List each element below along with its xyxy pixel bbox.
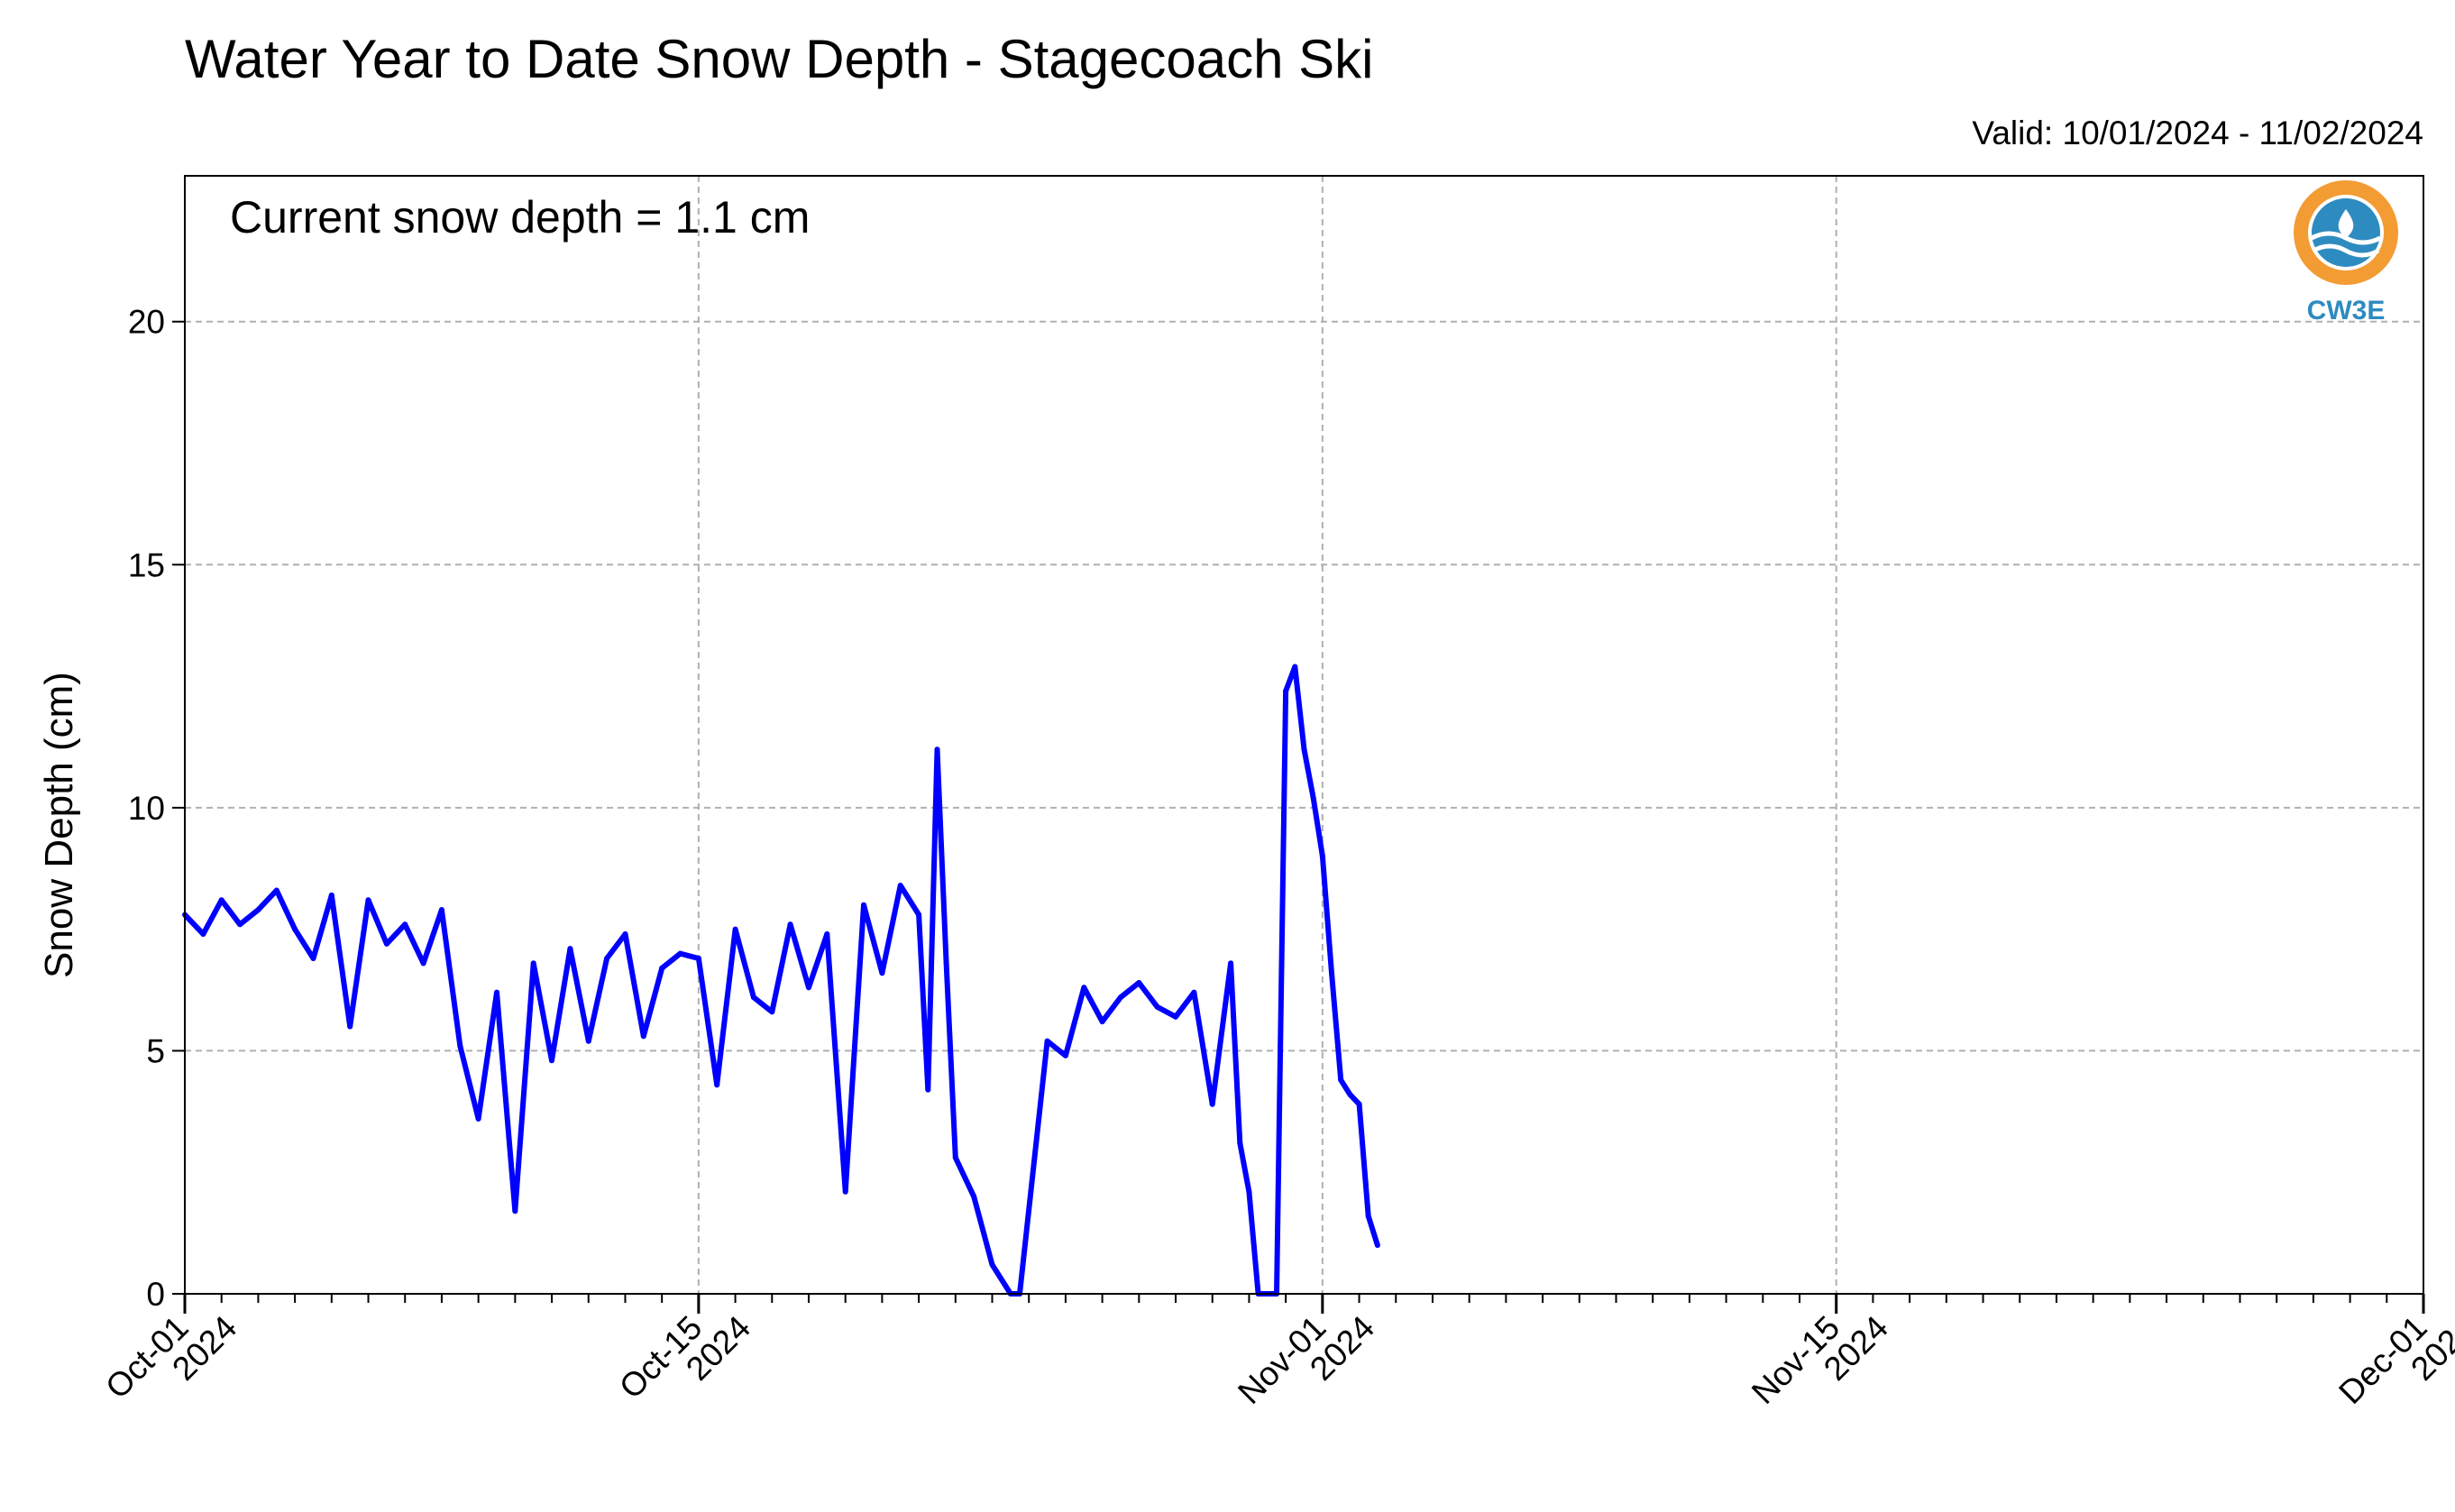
series-point: [1283, 688, 1289, 694]
series-point: [659, 965, 665, 971]
series-point: [989, 1261, 995, 1268]
series-point: [925, 1086, 931, 1093]
logo-ring-icon: [2294, 180, 2398, 285]
series-point: [1356, 1101, 1362, 1107]
series-point: [1329, 970, 1334, 976]
series-point: [1209, 1101, 1215, 1107]
series-point: [475, 1115, 481, 1122]
series-point: [1301, 747, 1307, 753]
series-point: [1118, 994, 1123, 1001]
series-point: [347, 1023, 353, 1030]
series-point: [934, 747, 940, 753]
series-point: [273, 887, 279, 893]
valid-range-label: Valid: 10/01/2024 - 11/02/2024: [1972, 115, 2423, 151]
series-point: [1292, 664, 1298, 670]
series-point: [1044, 1038, 1050, 1044]
series-point: [1347, 1092, 1353, 1097]
series-point: [732, 926, 738, 932]
series-point: [1191, 989, 1197, 995]
y-tick-label: 10: [128, 790, 165, 827]
chart-title: Water Year to Date Snow Depth - Stagecoa…: [185, 29, 1374, 89]
logo-wave2-icon: [2312, 243, 2380, 258]
series-point: [1374, 1242, 1380, 1249]
series-line: [182, 664, 1380, 1297]
series-point: [237, 921, 243, 928]
series-point: [383, 940, 389, 947]
series-point: [457, 1043, 463, 1049]
series-point: [769, 1009, 775, 1015]
series-point: [218, 897, 224, 903]
grid-layer: [185, 176, 2423, 1294]
series-point: [787, 921, 793, 928]
logo-text: CW3E: [2307, 296, 2386, 325]
current-depth-annotation: Current snow depth = 1.1 cm: [230, 192, 810, 243]
series-point: [512, 1208, 518, 1214]
series-point: [842, 1188, 848, 1195]
y-axis-label: Snow Depth (cm): [37, 672, 81, 978]
series-point: [1154, 1003, 1160, 1010]
series-point: [1136, 980, 1142, 985]
series-point: [824, 931, 830, 937]
series-point: [943, 960, 949, 967]
series-point: [677, 950, 683, 957]
series-point: [585, 1038, 591, 1044]
series-point: [1173, 1013, 1178, 1020]
series-point: [750, 994, 756, 1001]
series-point: [255, 907, 261, 913]
series-point: [438, 907, 444, 913]
series-point: [916, 912, 922, 918]
series-point: [897, 883, 903, 889]
series-layer: [182, 664, 1380, 1297]
series-point: [1319, 853, 1325, 859]
series-point: [622, 931, 628, 937]
series-point: [861, 902, 866, 908]
y-tick-label: 5: [146, 1032, 165, 1069]
series-point: [1099, 1019, 1105, 1025]
series-point: [1310, 795, 1316, 802]
series-point: [806, 985, 811, 991]
y-tick-label: 15: [128, 546, 165, 583]
series-point: [530, 960, 536, 967]
series-point: [494, 989, 499, 995]
series-point: [328, 892, 334, 898]
y-tick-label: 0: [146, 1276, 165, 1313]
series-point: [879, 970, 885, 976]
series-point: [567, 946, 573, 952]
series-point: [310, 956, 316, 961]
series-point: [1246, 1188, 1252, 1195]
series-point: [952, 1155, 958, 1160]
series-point: [1081, 985, 1087, 991]
series-point: [640, 1033, 646, 1040]
plot-frame: [184, 175, 2424, 1295]
series-point: [971, 1194, 977, 1200]
y-tick-label: 20: [128, 304, 165, 341]
series-point: [1338, 1077, 1344, 1083]
series-point: [292, 926, 298, 932]
series-point: [714, 1082, 720, 1088]
series-point: [420, 960, 426, 967]
series-point: [1228, 960, 1234, 967]
series-point: [365, 897, 371, 903]
series-point: [549, 1058, 554, 1064]
series-point: [1062, 1052, 1068, 1058]
logo-drop-icon: [2338, 209, 2354, 238]
series-point: [1365, 1213, 1371, 1219]
series-point: [695, 956, 701, 961]
series-point: [604, 956, 610, 961]
series-point: [200, 931, 206, 937]
series-point: [402, 921, 408, 928]
cw3e-logo: CW3E: [2294, 180, 2398, 325]
series-point: [1237, 1140, 1243, 1146]
